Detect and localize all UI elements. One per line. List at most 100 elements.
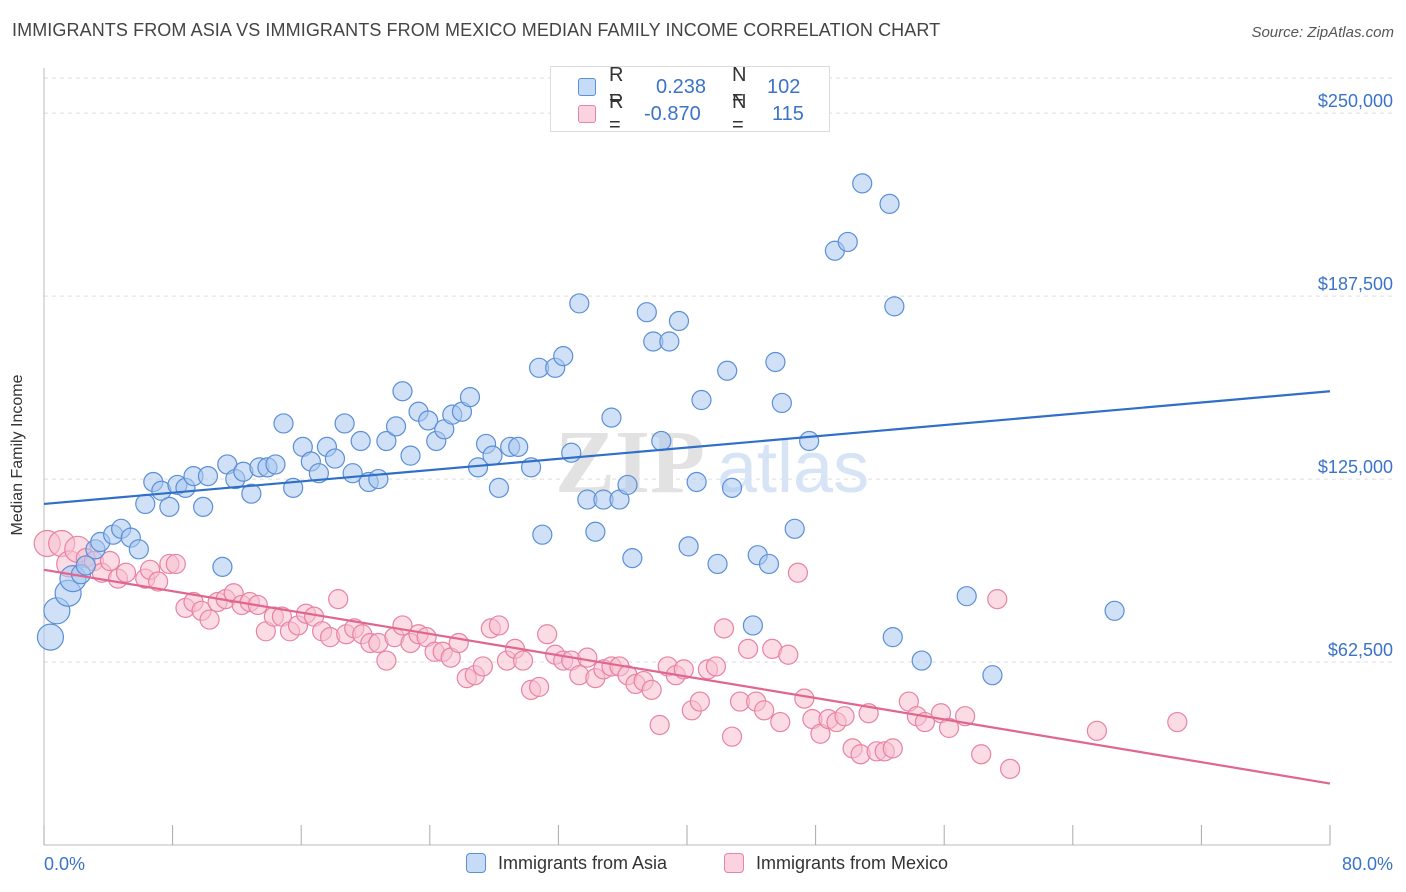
data-point-asia (884, 296, 905, 317)
data-point-asia (742, 615, 764, 636)
data-point-mexico (971, 744, 992, 765)
data-point-asia (686, 471, 707, 493)
y-axis-label: Median Family Income (9, 374, 26, 536)
legend-item-asia[interactable]: Immigrants from Asia (466, 850, 667, 876)
data-point-mexico (649, 714, 670, 736)
data-point-mexico (488, 615, 510, 636)
watermark-zip: ZIP (555, 413, 705, 512)
data-point-asia (400, 445, 421, 466)
data-point-asia (956, 586, 977, 607)
legend-n-label: N = (732, 64, 747, 109)
data-point-asia (75, 555, 96, 576)
data-point-mexico (770, 711, 791, 733)
x-tick-label-min: 0.0% (44, 854, 85, 874)
data-point-asia (651, 430, 672, 452)
axes (43, 68, 1331, 846)
trendline-mexico (43, 568, 1331, 785)
data-point-mexico (115, 562, 137, 583)
data-point-asia (852, 173, 873, 194)
data-point-mexico (1086, 720, 1108, 741)
data-point-mexico (938, 717, 960, 739)
data-point-asia (128, 539, 149, 560)
trendline-asia (43, 390, 1331, 506)
legend-swatch-asia (466, 853, 486, 873)
data-point-mexico (673, 659, 694, 680)
y-tick-labels: $62,500 $125,000 $187,500 $250,000 (1318, 91, 1393, 660)
legend-label-mexico: Immigrants from Mexico (756, 852, 949, 873)
data-point-asia (659, 331, 680, 352)
data-point-mexico (987, 588, 1008, 610)
data-point-mexico (376, 650, 397, 671)
legend-swatch-mexico (578, 105, 596, 123)
data-point-mexico (794, 688, 815, 709)
data-point-mexico (472, 656, 493, 677)
legend-r-label: R = (609, 64, 624, 109)
data-point-asia (159, 496, 180, 517)
trendlines (43, 390, 1331, 785)
data-point-asia (707, 553, 728, 575)
data-point-asia (324, 448, 346, 469)
data-point-mexico (787, 562, 809, 583)
legend-r-label: R = (609, 91, 624, 136)
y-tick-label: $187,500 (1318, 274, 1393, 294)
data-point-asia (212, 556, 233, 577)
data-point-mexico (529, 676, 550, 698)
legend-r-value-asia: 0.238 (656, 75, 707, 98)
data-point-asia (1104, 600, 1125, 621)
y-tick-label: $250,000 (1318, 91, 1393, 111)
data-point-asia (622, 548, 643, 569)
series-asia (36, 173, 1125, 686)
data-point-mexico (778, 644, 799, 665)
data-point-asia (508, 436, 529, 457)
data-point-asia (636, 302, 657, 323)
data-point-asia (601, 407, 622, 428)
data-point-mexico (577, 647, 598, 668)
data-point-mexico (99, 550, 121, 572)
data-point-asia (771, 392, 792, 414)
data-point-mexico (705, 656, 727, 677)
data-point-asia (385, 416, 407, 437)
legend-n-value-mexico: 115 (772, 102, 804, 125)
y-tick-label: $62,500 (1328, 640, 1393, 660)
data-point-asia (784, 518, 805, 539)
data-point-asia (668, 310, 690, 332)
legend-label-asia: Immigrants from Asia (498, 852, 668, 873)
data-point-asia (273, 413, 294, 434)
legend-n-label: N = (732, 91, 747, 136)
watermark-atlas: atlas (717, 428, 869, 508)
data-point-asia (837, 231, 858, 253)
data-point-mexico (537, 624, 558, 645)
data-point-asia (459, 386, 481, 408)
data-point-mexico (721, 726, 743, 747)
data-point-asia (350, 430, 371, 452)
y-tick-label: $125,000 (1318, 457, 1393, 477)
data-point-mexico (448, 632, 469, 654)
chart-title: IMMIGRANTS FROM ASIA VS IMMIGRANTS FROM … (12, 20, 941, 40)
data-point-asia (308, 463, 329, 484)
legend-swatch-mexico (724, 853, 744, 873)
data-point-mexico (834, 706, 855, 727)
data-point-asia (799, 430, 820, 452)
data-point-mexico (328, 588, 349, 610)
data-point-mexico (641, 679, 662, 700)
data-point-asia (882, 627, 903, 648)
data-point-asia (334, 413, 355, 434)
data-point-asia (553, 346, 574, 367)
data-point-asia (368, 468, 389, 490)
data-point-asia (569, 293, 590, 314)
data-point-asia (765, 351, 786, 373)
data-point-mexico (512, 650, 534, 671)
data-point-mexico (148, 571, 169, 592)
data-point-mexico (199, 609, 220, 630)
data-point-asia (241, 483, 262, 504)
data-point-asia (721, 477, 743, 498)
data-point-asia (36, 623, 65, 651)
data-point-asia (376, 430, 397, 452)
data-point-mexico (1167, 711, 1188, 733)
series-mexico (33, 529, 1188, 779)
data-point-asia (392, 381, 413, 402)
legend-item-mexico[interactable]: Immigrants from Mexico (724, 850, 948, 876)
chart-source: Source: ZipAtlas.com (1251, 24, 1394, 41)
data-point-mexico (689, 691, 710, 712)
data-point-asia (197, 466, 219, 487)
